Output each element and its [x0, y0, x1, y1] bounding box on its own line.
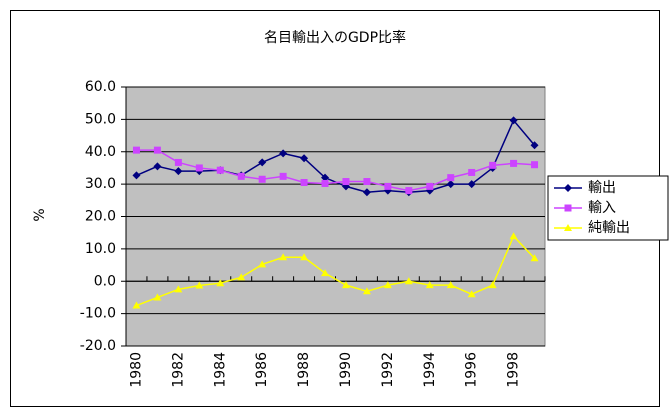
marker [488, 281, 497, 289]
x-tick-label: 1996 [464, 352, 480, 388]
marker [321, 269, 330, 277]
marker [237, 273, 246, 281]
marker [405, 187, 413, 195]
x-tick-label: 1990 [338, 352, 354, 388]
marker [321, 173, 330, 182]
y-tick-label: 40.0 [85, 144, 116, 160]
marker [468, 168, 476, 176]
marker [300, 154, 309, 163]
marker [384, 182, 392, 190]
x-tick-label: 1988 [296, 352, 312, 388]
marker [341, 281, 350, 289]
series-line [136, 234, 536, 307]
marker [383, 281, 392, 289]
x-tick-label: 1992 [380, 352, 396, 388]
y-tick-label: -10.0 [80, 306, 116, 322]
y-tick-label: 30.0 [85, 176, 116, 192]
marker [404, 277, 413, 285]
marker [279, 149, 288, 158]
marker [531, 161, 539, 169]
legend-label: 純輸出 [588, 220, 630, 236]
marker [510, 159, 518, 167]
marker [509, 232, 518, 240]
marker [153, 162, 162, 171]
y-tick-label: 0.0 [94, 273, 116, 289]
y-tick-label: -20.0 [80, 338, 116, 354]
marker [153, 146, 161, 154]
marker [174, 158, 182, 166]
y-tick-label: 50.0 [85, 111, 116, 127]
marker [300, 179, 308, 187]
marker [195, 164, 203, 172]
y-tick-label: 20.0 [85, 209, 116, 225]
x-tick-label: 1982 [170, 352, 186, 388]
marker [174, 285, 183, 293]
y-tick-label: 60.0 [85, 79, 116, 95]
legend-label: 輸入 [588, 200, 616, 216]
marker [153, 293, 162, 301]
marker [446, 281, 455, 289]
marker [342, 178, 350, 186]
marker [363, 178, 371, 186]
marker [279, 253, 288, 261]
marker [132, 301, 141, 309]
marker [132, 171, 141, 180]
marker [321, 179, 329, 187]
marker [216, 166, 224, 174]
y-axis-label: % [32, 208, 48, 221]
legend-label: 輸出 [588, 180, 616, 196]
marker [564, 224, 572, 231]
marker [195, 281, 204, 289]
y-tick-label: 10.0 [85, 241, 116, 257]
marker [564, 184, 572, 192]
x-tick-label: 1986 [254, 352, 270, 388]
marker [216, 279, 225, 287]
marker [447, 174, 455, 182]
marker [446, 180, 455, 189]
marker [530, 141, 539, 150]
marker [258, 260, 267, 268]
marker [467, 180, 476, 189]
marker [426, 182, 434, 190]
marker [509, 116, 518, 125]
x-tick-label: 1984 [212, 352, 228, 388]
marker [132, 146, 140, 154]
x-tick-label: 1980 [128, 352, 144, 388]
marker [279, 172, 287, 180]
marker [489, 161, 497, 169]
marker [362, 188, 371, 197]
marker [467, 290, 476, 298]
x-tick-label: 1994 [422, 352, 438, 388]
marker [258, 175, 266, 183]
marker [362, 287, 371, 295]
x-tick-label: 1998 [506, 352, 522, 388]
marker [174, 167, 183, 176]
marker [237, 172, 245, 180]
marker [300, 253, 309, 261]
marker [425, 281, 434, 289]
chart-title: 名目輸出入のGDP比率 [264, 29, 406, 46]
marker [530, 254, 539, 262]
marker [564, 204, 572, 212]
marker [258, 158, 267, 167]
